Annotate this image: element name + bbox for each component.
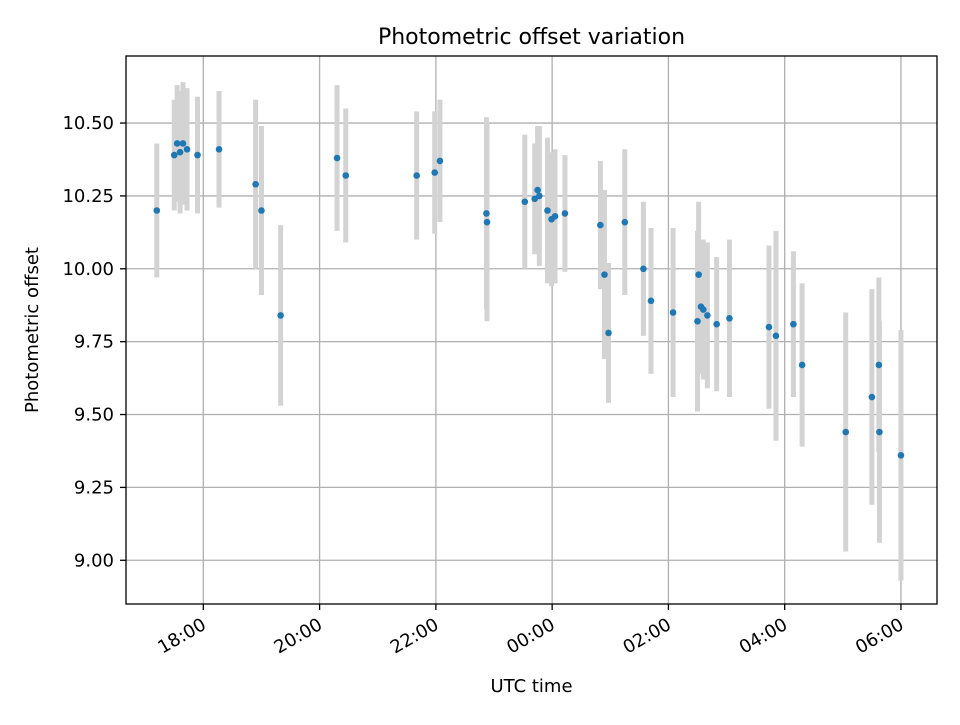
data-point — [561, 210, 569, 217]
y-tick-label: 10.25 — [62, 186, 114, 207]
data-point — [521, 198, 529, 206]
data-point — [640, 265, 647, 273]
y-tick-label: 9.25 — [74, 477, 114, 498]
data-point — [483, 218, 491, 226]
data-point — [897, 452, 905, 459]
data-point — [215, 145, 223, 153]
data-point — [726, 315, 733, 322]
data-point — [605, 329, 612, 337]
data-point — [342, 172, 350, 179]
data-point — [647, 297, 655, 305]
data-point — [483, 210, 490, 217]
data-point — [173, 140, 181, 147]
data-point — [551, 213, 559, 220]
data-point — [621, 218, 629, 226]
data-point — [790, 320, 797, 328]
data-point — [170, 151, 178, 159]
grid-lines — [126, 56, 937, 604]
data-point — [431, 169, 439, 176]
y-ticks: 9.00 9.25 9.50 9.75 10.00 10.25 10.50 — [62, 113, 126, 571]
data-point — [277, 312, 284, 319]
y-tick-label: 9.50 — [74, 405, 114, 426]
data-point — [597, 221, 604, 229]
data-point — [842, 428, 850, 436]
data-point — [176, 148, 184, 156]
data-point — [669, 309, 677, 316]
data-point — [704, 312, 711, 319]
data-point — [765, 323, 773, 331]
data-point — [413, 172, 420, 179]
x-tick-label: 04:00 — [736, 614, 791, 658]
x-tick-label: 02:00 — [619, 614, 674, 658]
y-tick-label: 10.50 — [62, 113, 114, 134]
data-point — [713, 320, 720, 328]
x-tick-label: 06:00 — [852, 614, 907, 658]
y-tick-label: 9.75 — [74, 332, 114, 353]
chart-title: Photometric offset variation — [378, 25, 685, 50]
data-point — [536, 192, 543, 200]
axes-frame — [125, 55, 938, 605]
data-point — [695, 271, 702, 278]
x-tick-label: 18:00 — [154, 614, 209, 658]
x-axis-label: UTC time — [490, 676, 572, 697]
y-axis-label: Photometric offset — [22, 247, 43, 413]
data-point — [798, 361, 806, 369]
x-tick-label: 00:00 — [503, 614, 558, 658]
data-point — [153, 207, 161, 214]
data-point — [694, 317, 701, 325]
y-tick-label: 10.00 — [62, 259, 114, 280]
y-tick-label: 9.00 — [74, 550, 114, 571]
data-point — [179, 140, 187, 147]
data-point — [333, 154, 341, 162]
data-point — [534, 186, 541, 194]
data-point — [183, 145, 191, 153]
data-points — [153, 140, 905, 459]
data-point — [252, 180, 259, 188]
data-point — [194, 151, 201, 159]
data-point — [544, 207, 551, 214]
data-point — [436, 157, 444, 165]
x-tick-label: 20:00 — [271, 614, 326, 658]
x-tick-label: 22:00 — [387, 614, 442, 658]
data-point — [876, 428, 883, 436]
data-point — [258, 207, 265, 214]
data-point — [699, 306, 707, 313]
data-point — [875, 361, 883, 369]
data-point — [868, 393, 876, 401]
x-ticks: 18:00 20:00 22:00 00:00 02:00 04:00 06:00 — [154, 604, 907, 658]
data-point — [772, 332, 780, 340]
error-bars — [154, 82, 904, 581]
data-point — [601, 271, 608, 278]
